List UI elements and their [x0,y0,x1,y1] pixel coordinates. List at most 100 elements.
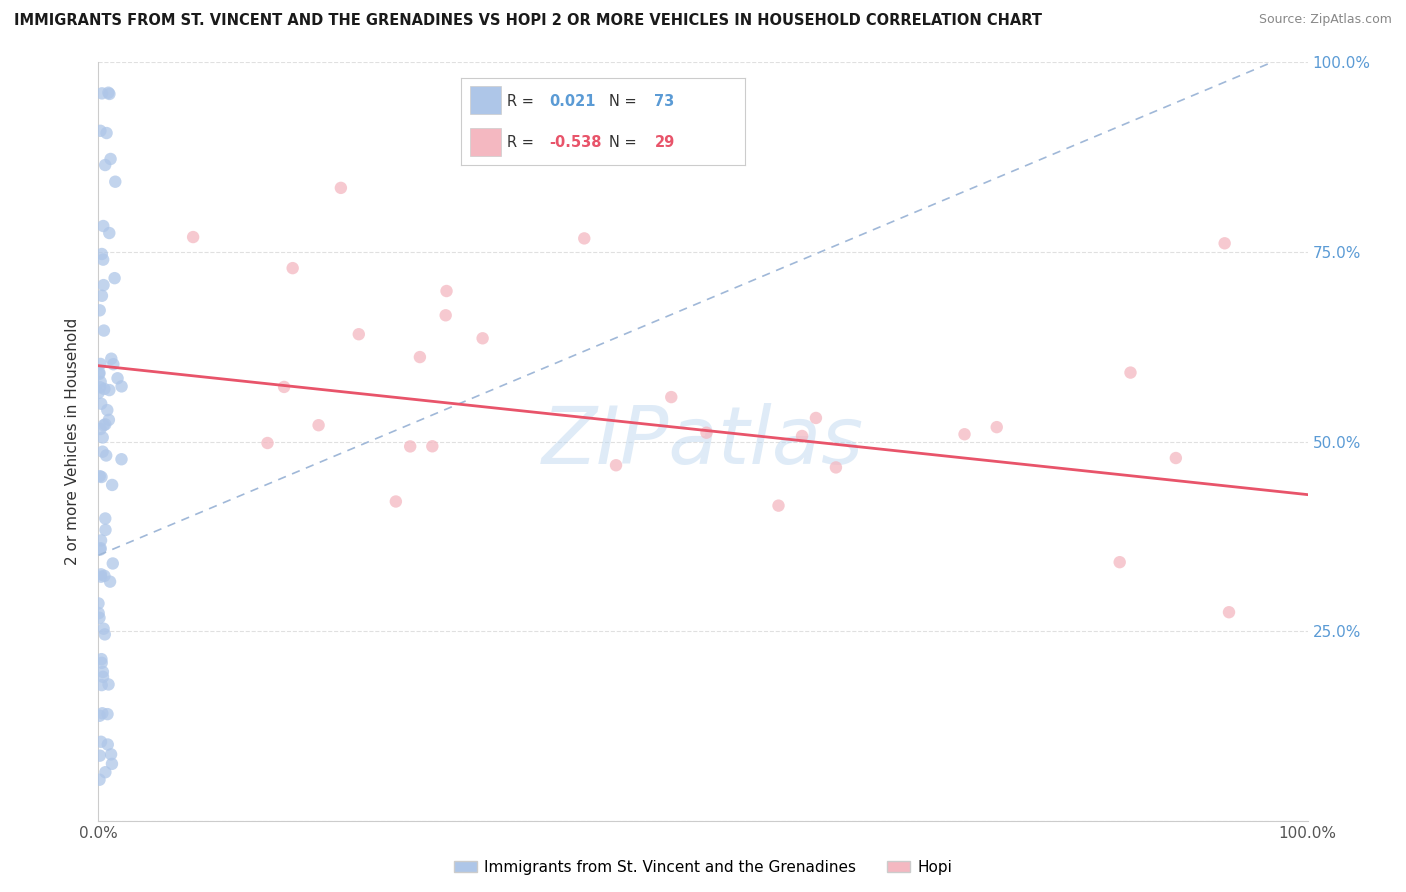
Point [790,429,813,443]
Point [110,379,132,393]
Point [90,375,112,389]
Point [100,152,122,166]
Point [90,289,112,303]
Text: ZIPatlas: ZIPatlas [541,402,865,481]
Point [97,738,120,752]
Point [93,382,115,396]
Point [90,570,112,584]
Point [87,606,110,620]
Point [90,541,112,556]
Point [89,380,111,394]
Point [97,677,120,691]
Point [89,708,111,723]
Point [101,557,124,571]
Point [181,230,204,244]
Legend: Immigrants from St. Vincent and the Grenadines, Hopi: Immigrants from St. Vincent and the Gren… [447,854,959,881]
Point [91,665,114,679]
Point [90,656,112,670]
Point [90,678,112,692]
Point [96,403,118,417]
Text: IMMIGRANTS FROM ST. VINCENT AND THE GRENADINES VS HOPI 2 OR MORE VEHICLES IN HOU: IMMIGRANTS FROM ST. VINCENT AND THE GREN… [14,13,1042,29]
Point [347,327,370,342]
Point [399,439,422,453]
Point [96,707,118,722]
Point [96,126,118,140]
Point [87,596,110,610]
Point [94,627,117,641]
Point [100,747,122,762]
Point [101,478,124,492]
Point [89,542,111,557]
Point [101,756,124,771]
Point [574,231,596,245]
Point [93,324,115,338]
Point [91,252,114,267]
Point [94,523,117,537]
Point [1164,450,1187,465]
Point [90,470,112,484]
Point [273,380,295,394]
Point [91,444,114,458]
Point [308,418,330,433]
Point [89,611,111,625]
Point [1218,605,1240,619]
Point [434,308,457,322]
Point [100,351,122,366]
Point [94,417,117,432]
Point [89,469,111,483]
Point [91,219,114,233]
Point [89,366,111,380]
Point [90,247,112,261]
Point [281,261,304,276]
Point [1213,236,1236,251]
Point [96,449,118,463]
Point [605,458,627,473]
Point [1119,366,1142,380]
Point [89,357,111,371]
Point [436,284,458,298]
Point [91,430,114,444]
Point [94,158,117,172]
Point [89,772,111,787]
Y-axis label: 2 or more Vehicles in Household: 2 or more Vehicles in Household [65,318,80,566]
Point [93,622,115,636]
Point [953,427,976,442]
Point [89,748,111,763]
Point [89,124,111,138]
Point [107,371,129,385]
Point [97,413,120,427]
Point [93,278,115,293]
Point [256,436,278,450]
Point [94,765,117,780]
Point [471,331,494,345]
Point [110,452,132,467]
Point [768,499,790,513]
Point [329,181,352,195]
Point [94,511,117,525]
Point [98,574,121,589]
Point [90,652,112,666]
Point [659,390,682,404]
Point [385,494,408,508]
Point [90,533,112,548]
Point [93,569,115,583]
Point [104,271,127,285]
Text: Source: ZipAtlas.com: Source: ZipAtlas.com [1258,13,1392,27]
Point [89,303,111,318]
Point [986,420,1008,434]
Point [804,411,827,425]
Point [90,567,112,582]
Point [825,460,848,475]
Point [90,735,112,749]
Point [93,418,115,433]
Point [91,670,114,684]
Point [91,706,114,721]
Point [87,385,110,400]
Point [98,226,121,240]
Point [103,357,125,371]
Point [695,425,717,440]
Point [90,87,112,101]
Point [420,439,443,453]
Point [89,422,111,436]
Point [97,86,120,100]
